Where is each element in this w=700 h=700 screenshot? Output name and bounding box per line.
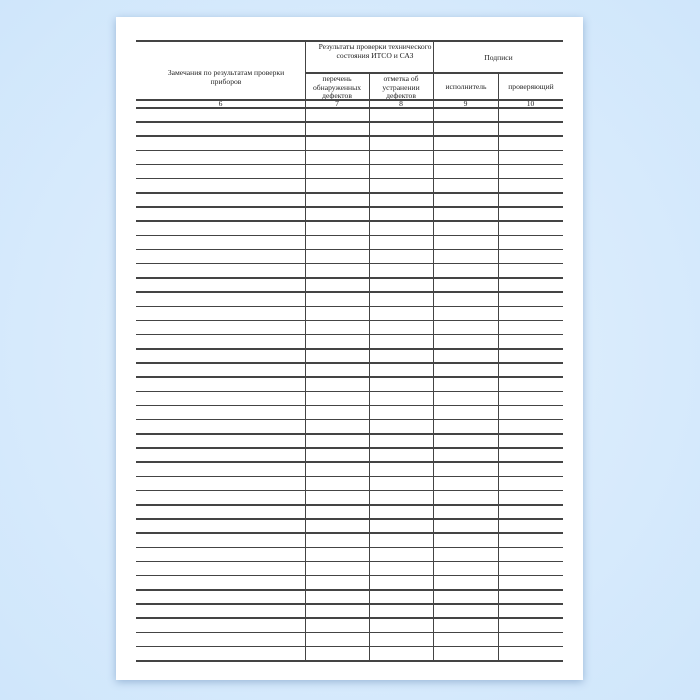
header-signatures-group: Подписи xyxy=(484,53,513,62)
row-line xyxy=(136,504,563,506)
column-divider xyxy=(305,40,307,660)
header-bottom-line xyxy=(136,99,563,101)
row-line xyxy=(136,277,563,279)
row-line xyxy=(136,418,563,421)
header-results-group: Результаты проверки технического состоян… xyxy=(318,42,432,60)
row-line xyxy=(136,560,563,563)
column-number-7: 7 xyxy=(335,99,339,108)
row-line xyxy=(136,305,563,307)
column-divider xyxy=(498,72,500,660)
header-defects-fixed: отметка об устранении дефектов xyxy=(382,74,420,100)
row-line xyxy=(136,518,563,520)
form-page: Замечания по результатам проверки прибор… xyxy=(116,17,583,680)
column-number-6: 6 xyxy=(218,99,223,108)
row-line xyxy=(136,107,563,109)
row-line xyxy=(136,262,563,265)
header-defects-list: перечень обнаруженных дефектов xyxy=(312,74,362,100)
column-divider xyxy=(369,72,371,660)
column-number-9: 9 xyxy=(463,99,468,108)
inspection-table: Замечания по результатам проверки прибор… xyxy=(116,17,583,680)
row-line xyxy=(136,248,563,251)
column-divider xyxy=(433,40,435,660)
row-line xyxy=(136,192,563,194)
row-line xyxy=(136,149,563,152)
row-line xyxy=(136,220,563,222)
row-line xyxy=(136,348,563,350)
row-line xyxy=(136,390,563,393)
header-executor: исполнитель xyxy=(445,82,487,91)
row-line xyxy=(136,291,563,293)
row-line xyxy=(136,433,563,435)
row-line xyxy=(136,163,563,166)
column-number-8: 8 xyxy=(399,99,403,108)
row-line xyxy=(136,603,563,605)
row-line xyxy=(136,489,563,492)
row-line xyxy=(136,645,563,648)
row-line xyxy=(136,660,563,662)
row-line xyxy=(136,617,563,619)
row-line xyxy=(136,404,563,407)
row-line xyxy=(136,234,563,237)
column-number-10: 10 xyxy=(526,99,535,108)
row-line xyxy=(136,333,563,336)
row-line xyxy=(136,461,563,463)
row-line xyxy=(136,319,563,322)
row-line xyxy=(136,546,563,549)
row-line xyxy=(136,206,563,208)
row-line xyxy=(136,362,563,364)
row-line xyxy=(136,177,563,180)
row-line xyxy=(136,447,563,449)
row-line xyxy=(136,574,563,577)
header-inspector: проверяющий xyxy=(508,82,554,91)
row-line xyxy=(136,475,563,478)
row-line xyxy=(136,532,563,534)
table-top-border xyxy=(136,40,563,42)
row-line xyxy=(136,631,563,634)
row-line xyxy=(136,135,563,137)
row-line xyxy=(136,121,563,123)
header-remarks: Замечания по результатам проверки прибор… xyxy=(167,68,285,86)
row-line xyxy=(136,589,563,591)
row-line xyxy=(136,376,563,378)
